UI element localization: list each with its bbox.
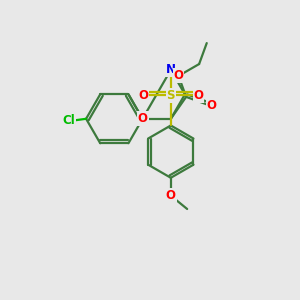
Text: O: O [206,98,217,112]
Text: O: O [194,88,203,102]
Text: O: O [173,69,184,82]
Text: S: S [167,88,175,102]
Text: N: N [166,63,176,76]
Text: O: O [138,88,148,102]
Text: O: O [166,189,176,202]
Text: O: O [138,112,148,125]
Text: Cl: Cl [62,114,75,127]
